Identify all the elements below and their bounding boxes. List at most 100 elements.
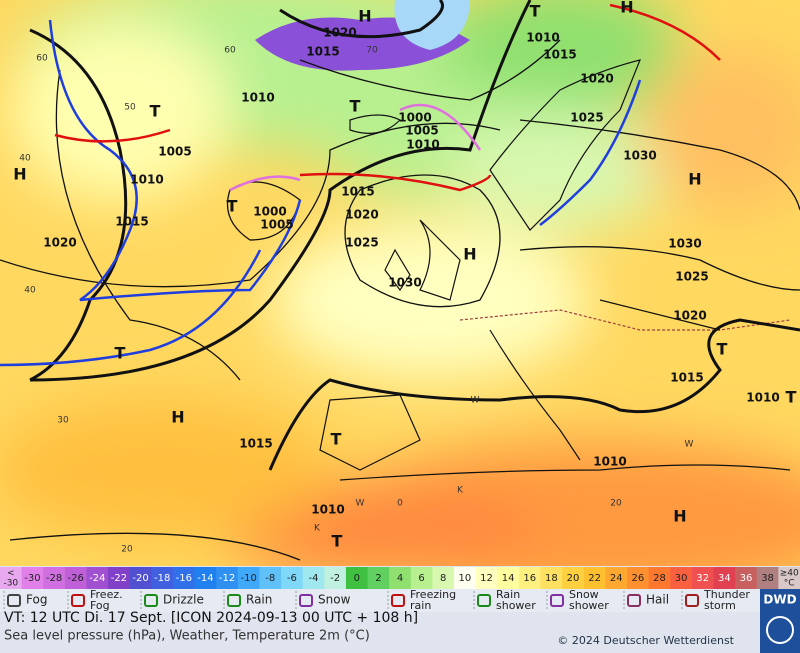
color-cell [64,567,87,589]
map-label: H [171,408,184,427]
color-cell [389,567,412,589]
warm-front [299,172,492,192]
legend-label: Thunder [703,588,750,601]
color-cell-label: 20 [567,573,580,584]
color-cell-label: °C [784,579,795,589]
color-cell-label: -16 [176,573,192,584]
color-cell-label: 12 [480,573,493,584]
map-label: 60 [36,54,48,64]
legend-symbol [391,594,405,607]
color-cell [605,567,628,589]
color-cell [475,567,498,589]
map-label: K [457,486,464,496]
map-label: 1015 [306,45,339,59]
color-cell [454,567,477,589]
legend-label-cont: Fog [90,599,110,612]
color-cell [648,567,671,589]
color-cell [410,567,433,589]
color-cell [540,567,563,589]
color-cell-label: 18 [545,573,558,584]
warm-front [54,128,171,143]
color-cell [172,567,196,589]
map-label: 1015 [115,215,148,229]
map-label: W [685,440,694,450]
color-cell [691,567,715,589]
map-label: 20 [610,499,622,509]
color-cell [713,567,736,589]
color-cell [735,567,758,589]
coastlines [319,59,791,481]
map-label: T [717,340,728,359]
legend-label-cont: shower [496,599,536,612]
map-label: T [530,2,541,21]
color-cell-label: 14 [502,573,515,584]
map-label: 1010 [593,455,626,469]
legend-symbol [627,594,641,607]
color-cell [778,567,800,589]
map-label: 40 [24,286,36,296]
color-cell-label: 26 [631,573,644,584]
legend-label: Freezing [410,588,456,601]
greenland-ice [394,0,470,50]
color-cell-label: 28 [653,573,666,584]
map-label: 1010 [406,138,439,152]
color-cell-label: -10 [240,573,256,584]
legend-label-cont: storm [704,599,736,612]
color-cell [43,567,66,589]
map-label: T [150,102,161,121]
color-cell-label: -30 [3,579,18,589]
color-cell [432,567,455,589]
map-label: 1020 [345,208,378,222]
map-label: 30 [57,416,69,426]
map-label: 1005 [260,218,293,232]
color-cell-label: -30 [24,573,40,584]
color-cell-label: -26 [68,573,84,584]
map-label: H [620,0,633,17]
map-label: 1020 [43,236,76,250]
legend-symbol [144,594,158,607]
map-label: 1030 [623,149,656,163]
legend-symbol [299,594,313,607]
map-label: 1020 [673,309,706,323]
map-label: H [463,245,476,264]
cold-front [0,249,262,367]
map-label: 1005 [405,124,438,138]
color-cell-label: 0 [354,573,360,584]
map-label: 1010 [746,391,779,405]
color-cell [324,567,347,589]
map-label: 1010 [311,503,344,517]
color-cell [237,567,260,589]
legend-label: Rain [496,588,520,601]
color-cell [194,567,217,589]
dwd-logo-text: DWD [763,593,796,607]
map-label: T [115,344,126,363]
main-isobars [29,0,800,471]
occlusion [229,103,482,192]
color-cell-label: -4 [309,573,319,584]
legend-label: Fog [26,593,47,607]
color-cell-label: 6 [418,573,424,584]
legend-symbol [227,594,241,607]
color-cell [129,567,152,589]
legend-label-cont: shower [569,599,609,612]
map-label: 1015 [670,371,703,385]
map-label: 50 [124,103,136,113]
legend-symbol [550,594,564,607]
map-label: T [332,532,343,551]
isobars [0,39,800,561]
map-label: K [314,524,321,534]
color-cell [497,567,520,589]
color-cell [108,567,131,589]
color-cell [259,567,282,589]
legend-label: Snow [318,593,351,607]
warm-front [609,3,721,61]
color-cell-label: -20 [132,573,148,584]
weather-legend-bg [0,589,760,612]
color-cell [216,567,239,589]
color-cell-label: 2 [375,573,381,584]
color-cell-label: -22 [111,573,127,584]
map-label: H [358,7,371,26]
map-label: H [13,165,26,184]
